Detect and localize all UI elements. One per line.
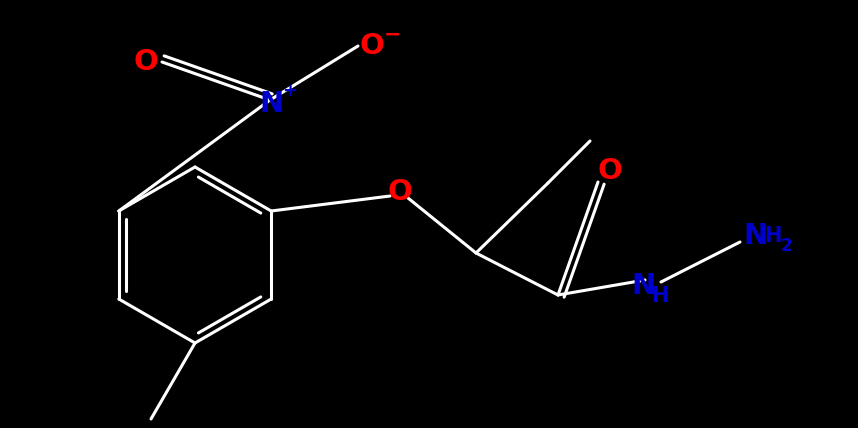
Text: N: N — [743, 222, 767, 250]
Text: O: O — [597, 157, 622, 185]
Text: 2: 2 — [780, 237, 792, 255]
Text: N: N — [631, 272, 656, 300]
Text: H: H — [764, 226, 782, 246]
Text: +: + — [282, 82, 298, 100]
Text: O: O — [360, 32, 384, 60]
Text: N: N — [260, 90, 284, 118]
Text: O: O — [388, 178, 413, 206]
Text: −: − — [384, 25, 402, 45]
Text: H: H — [651, 286, 668, 306]
Text: O: O — [134, 48, 159, 76]
